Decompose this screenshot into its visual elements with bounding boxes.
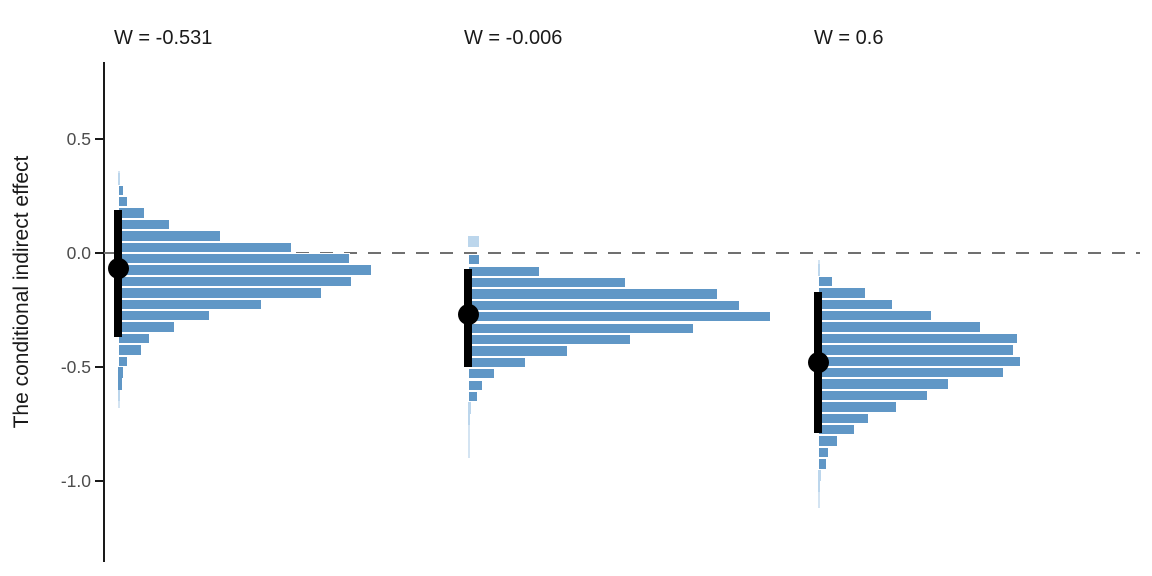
histogram-bar (818, 264, 820, 276)
histogram-bar (818, 458, 827, 470)
distribution-tail (468, 402, 470, 459)
histogram-bar (118, 253, 350, 265)
panel-title: W = -0.006 (464, 27, 563, 49)
y-tick-label: 0.0 (66, 243, 91, 263)
y-tick-mark (95, 252, 103, 254)
histogram-bar (118, 218, 170, 231)
histogram-bar (468, 288, 718, 300)
histogram-bar (818, 344, 1014, 356)
histogram-bar (818, 481, 820, 493)
histogram-bar (118, 184, 124, 196)
histogram-bar (468, 322, 694, 334)
histogram-bar (818, 424, 855, 436)
histogram-bar (118, 298, 262, 310)
y-tick-mark (95, 366, 103, 368)
y-axis-line (103, 62, 105, 562)
histogram-bar (118, 389, 120, 402)
histogram-bar (468, 413, 470, 426)
histogram-bar (818, 355, 1021, 367)
histogram-bar (118, 332, 150, 345)
histogram-bar (818, 275, 833, 288)
histogram-bar (468, 345, 568, 357)
histogram-bar (818, 412, 869, 424)
histogram-bar (818, 298, 893, 310)
histogram-bar (468, 265, 540, 277)
histogram-bar (118, 287, 322, 299)
histogram-bar (118, 344, 142, 356)
point-estimate-dot (807, 351, 829, 373)
panel-title: W = 0.6 (814, 27, 884, 49)
histogram-bar (818, 367, 1004, 379)
histogram-bar (118, 241, 292, 253)
histogram-bar (468, 276, 626, 289)
histogram-bar (118, 378, 122, 390)
histogram-bar (468, 402, 471, 414)
histogram-bar (818, 446, 829, 459)
point-estimate-dot (457, 304, 479, 326)
y-tick-mark (95, 480, 103, 482)
histogram-bar (818, 321, 981, 333)
histogram-bar (818, 378, 949, 390)
histogram-bar (818, 310, 932, 322)
histogram-bar (118, 321, 175, 333)
y-tick-label: -1.0 (60, 471, 91, 491)
histogram-bar (468, 299, 740, 312)
histogram-bar (468, 235, 479, 248)
histogram-bar (118, 310, 210, 322)
histogram-bar (818, 401, 897, 413)
y-tick-label: 0.5 (66, 129, 91, 149)
histogram-bar (468, 333, 631, 346)
histogram-bar (118, 196, 128, 208)
histogram-bar (818, 332, 1018, 345)
histogram-bar (818, 469, 821, 481)
panel-title: W = -0.531 (114, 27, 213, 49)
y-axis-title: The conditional indirect effect (10, 155, 33, 429)
y-tick-mark (95, 138, 103, 140)
histogram-bar (118, 207, 145, 219)
histogram-bar (118, 275, 352, 288)
histogram-bar (468, 379, 483, 391)
histogram-bar (818, 389, 928, 402)
histogram-bar (818, 287, 866, 299)
histogram-bar (118, 230, 221, 242)
histogram-bar (468, 254, 480, 266)
histogram-bar (118, 173, 120, 185)
histogram-bar (468, 356, 526, 369)
histogram-bar (468, 311, 771, 323)
point-estimate-dot (107, 258, 129, 280)
histogram-bar (118, 355, 128, 367)
histogram-bar (468, 368, 495, 380)
y-tick-label: -0.5 (60, 357, 91, 377)
histogram-bar (118, 264, 372, 276)
histogram-bar (818, 435, 838, 447)
histogram-bar (468, 390, 478, 403)
zero-reference-line (104, 251, 1140, 255)
histogram-bar (118, 367, 123, 379)
